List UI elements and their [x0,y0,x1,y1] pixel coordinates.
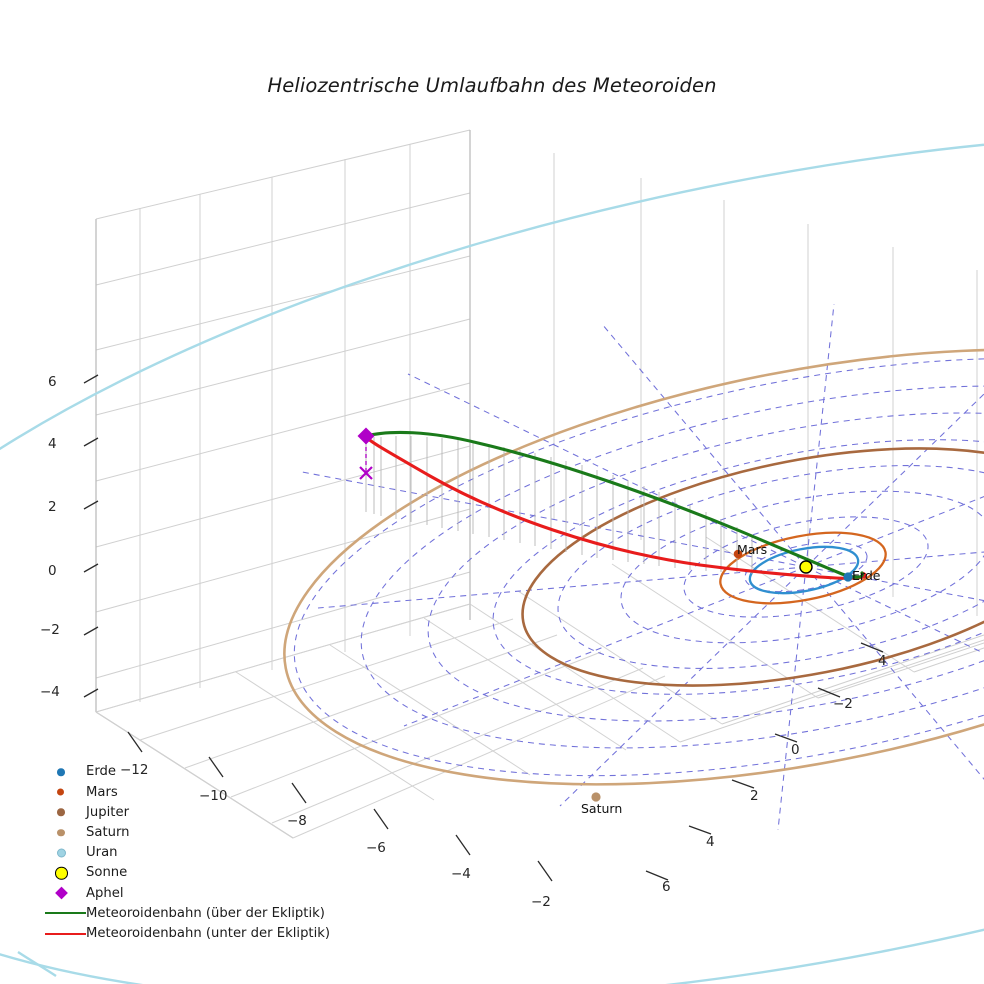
y-tick-label: 4 [878,653,887,669]
legend-key-meteoroid-above [44,903,86,923]
page-title: Heliozentrische Umlaufbahn des Meteoroid… [267,74,717,97]
x-tick-label: −4 [451,866,471,882]
legend-label: Mars [86,784,118,800]
legend-key-jupiter [44,802,86,822]
x-tick-label: −6 [366,840,386,856]
y-tick-label: 0 [791,742,800,758]
jupiter-dot-icon [57,808,65,817]
legend-label: Sonne [86,865,128,881]
x-tick-label: −12 [120,762,149,778]
z-tick-label: −4 [40,684,60,700]
z-tick-label: 0 [48,563,57,579]
orbit-mars [719,531,887,605]
meteoroid-orbit-above [364,430,864,579]
legend-item-saturn[interactable]: Saturn [44,823,344,843]
legend-key-erde [44,762,86,782]
erde-dot-icon [57,768,65,776]
legend-item-meteoroid-above[interactable]: Meteoroidenbahn (über der Ekliptik) [44,903,344,923]
saturn-dot-icon [57,828,65,837]
legend-item-uran[interactable]: Uran [44,843,344,863]
legend-key-uran [44,843,86,863]
x-axis-ticks [127,731,553,882]
red-line-icon [45,932,86,935]
y-tick-label: 6 [662,879,671,895]
x-tick-label: −8 [287,813,307,829]
x-tick-label: −10 [199,788,228,804]
legend-key-aphel [44,883,86,903]
legend-key-sonne [44,863,86,883]
legend-label: Meteoroidenbahn (über der Ekliptik) [86,905,325,921]
legend-item-mars[interactable]: Mars [44,782,344,802]
y-axis-ticks [645,642,884,881]
z-tick-label: 2 [48,499,57,515]
z-tick-label: −2 [40,622,60,638]
legend-key-meteoroid-below [44,924,86,944]
y-tick-label: 4 [706,834,715,850]
floor-grid-right [679,634,984,743]
mars-marker [733,549,743,559]
x-tick-label: −2 [531,894,551,910]
legend-label: Jupiter [86,804,129,820]
legend-label: Aphel [86,885,124,901]
legend-item-jupiter[interactable]: Jupiter [44,802,344,822]
y-tick-label: 2 [750,788,759,804]
z-tick-label: 6 [48,374,57,390]
axis-spines [95,130,471,839]
sonne-dot-icon [55,866,68,880]
legend-item-erde[interactable]: Erde [44,762,344,782]
z-tick-label: 4 [48,436,57,452]
orbit-uran-fragment [17,951,57,977]
drop-lines [365,436,753,574]
uran-dot-icon [57,848,66,858]
mars-label: Mars [737,542,768,557]
legend-label: Uran [86,845,118,861]
legend-item-sonne[interactable]: Sonne [44,863,344,883]
sonne-marker [799,560,813,574]
aphel-projection-marker [359,466,373,480]
orbit-erde [748,545,860,595]
y-tick-label: −2 [833,696,853,712]
back-wall-grid [469,130,978,616]
legend-label: Meteoroidenbahn (unter der Ekliptik) [86,925,331,941]
aphel-marker [357,427,375,445]
polar-grid [293,303,984,831]
erde-label: Erde [852,568,881,583]
mars-dot-icon [57,788,64,796]
legend-key-mars [44,782,86,802]
orbit-jupiter [521,447,984,687]
green-line-icon [45,912,86,915]
left-wall-grid [95,129,471,713]
aphel-diamond-icon [54,886,68,900]
legend-label: Saturn [86,825,130,841]
erde-marker [843,572,853,582]
legend-key-saturn [44,823,86,843]
legend-item-meteoroid-below[interactable]: Meteoroidenbahn (unter der Ekliptik) [44,924,344,944]
legend-label: Erde [86,764,117,780]
saturn-marker [591,792,601,802]
z-axis-ticks [83,374,99,698]
saturn-label: Saturn [581,801,623,816]
meteoroid-orbit-below [364,435,868,580]
legend: Erde Mars Jupiter Saturn Uran [44,762,344,944]
legend-item-aphel[interactable]: Aphel [44,883,344,903]
orbit-saturn [283,348,984,786]
